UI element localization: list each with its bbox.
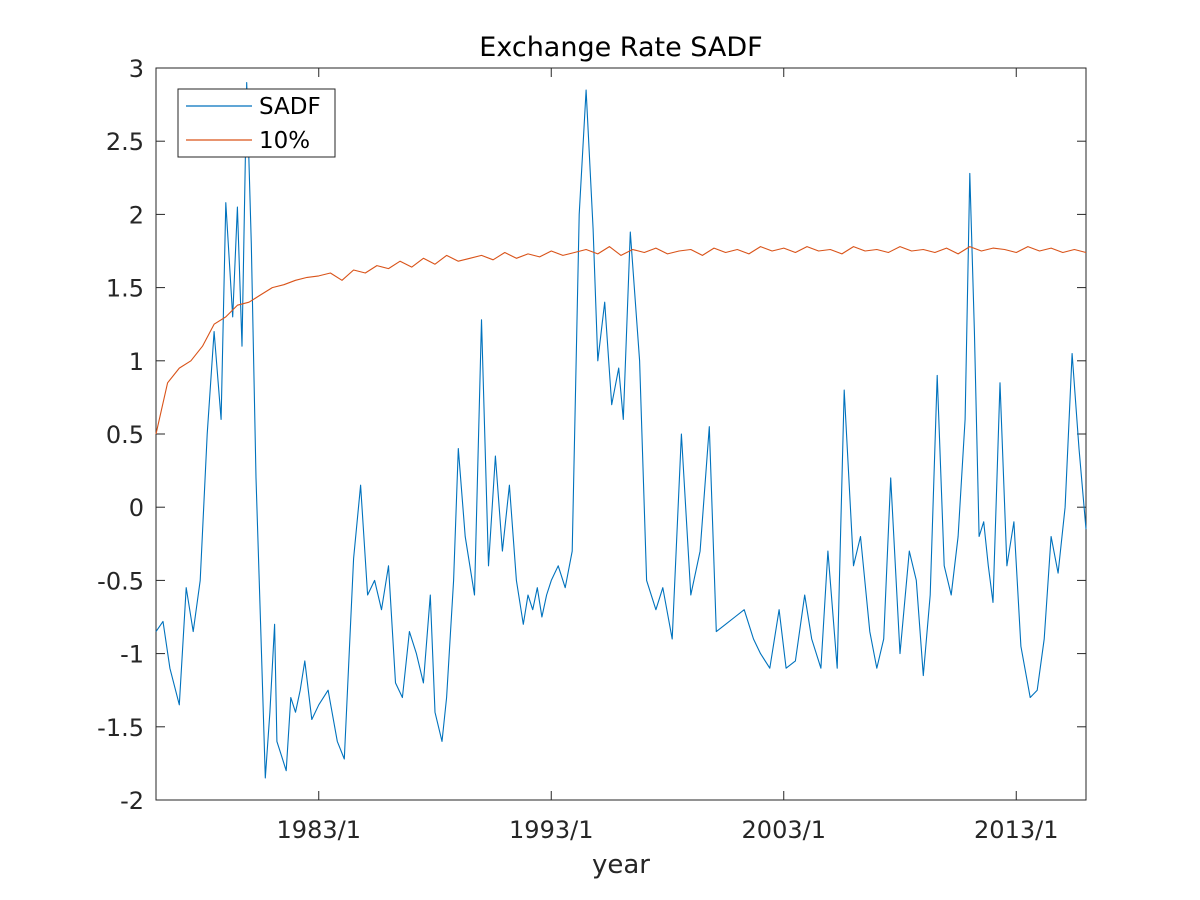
y-tick-label: 0.5 — [106, 421, 144, 449]
legend-label-10pct: 10% — [259, 128, 310, 154]
y-tick-label: -0.5 — [97, 567, 144, 595]
series-line-sadf — [155, 82, 1087, 779]
legend: SADF 10% — [177, 88, 336, 158]
x-tick-label: 1993/1 — [509, 816, 593, 844]
series-line-10pct — [155, 246, 1087, 435]
x-tick-label: 2013/1 — [974, 816, 1058, 844]
legend-label-sadf: SADF — [259, 94, 321, 120]
x-axis-label: year — [592, 850, 650, 880]
y-tick-label: 0 — [129, 494, 144, 522]
x-axis: 1983/1 1993/1 2003/1 2013/1 — [277, 68, 1058, 844]
y-tick-label: 1 — [129, 348, 144, 376]
series-layer — [155, 82, 1087, 779]
x-tick-label: 1983/1 — [277, 816, 361, 844]
y-tick-label: -1 — [120, 641, 144, 669]
y-tick-label: 2 — [129, 201, 144, 229]
chart-title: Exchange Rate SADF — [479, 32, 762, 63]
y-tick-label: 1.5 — [106, 275, 144, 303]
y-tick-label: 2.5 — [106, 128, 144, 156]
plot-area — [155, 67, 1087, 801]
x-tick-label: 2003/1 — [742, 816, 826, 844]
y-tick-label: -1.5 — [97, 714, 144, 742]
legend-box — [177, 88, 336, 158]
y-axis: -2 -1.5 -1 -0.5 0 0.5 1 1.5 2 2.5 3 — [97, 55, 1086, 815]
y-tick-label: 3 — [129, 55, 144, 83]
y-tick-label: -2 — [120, 787, 144, 815]
